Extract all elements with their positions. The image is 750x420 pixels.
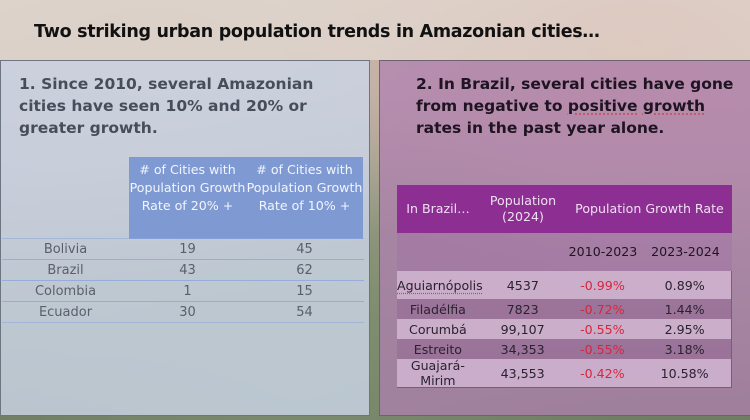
table-row: Ecuador 30 54 xyxy=(2,301,364,323)
city-cell: Guajará-Mirim xyxy=(410,358,465,388)
heading-text: rates in the past year alone. xyxy=(416,119,665,137)
population-cell: 7823 xyxy=(506,301,539,317)
header-population: Population (2024) xyxy=(489,193,557,224)
value-cell: 15 xyxy=(296,283,313,299)
population-cell: 43,553 xyxy=(500,365,545,381)
value-cell: 54 xyxy=(296,304,313,320)
value-cell: 30 xyxy=(179,304,196,320)
table-row: Corumbá 99,107 -0.55% 2.95% xyxy=(397,319,731,339)
value-cell: 43 xyxy=(179,262,196,278)
table-row: Colombia 1 15 xyxy=(2,280,364,302)
city-cell: Aguiarnópolis xyxy=(397,277,483,293)
subheader-2010-2023: 2010-2023 xyxy=(568,244,638,259)
growth-2010-2023-cell: -0.55% xyxy=(580,341,625,357)
growth-table-body: Bolivia 19 45 Brazil 43 62 Colombia 1 15… xyxy=(2,238,364,323)
value-cell: 1 xyxy=(183,283,192,299)
brazil-table: In Brazil… Population (2024) Population … xyxy=(397,185,732,388)
table-row: Estreito 34,353 -0.55% 3.18% xyxy=(397,339,731,359)
brazil-table-subheader: 2010-2023 2023-2024 xyxy=(397,233,732,271)
left-panel-heading: 1. Since 2010, several Amazonian cities … xyxy=(19,75,314,137)
background-photo xyxy=(0,0,750,60)
growth-2023-2024-cell: 10.58% xyxy=(660,365,709,381)
growth-2023-2024-cell: 0.89% xyxy=(664,277,705,293)
table-row: Guajará-Mirim 43,553 -0.42% 10.58% xyxy=(397,358,731,388)
growth-2010-2023-cell: -0.99% xyxy=(580,277,625,293)
value-cell: 19 xyxy=(179,241,196,257)
city-cell: Estreito xyxy=(413,341,462,357)
country-cell: Colombia xyxy=(34,283,97,299)
growth-2023-2024-cell: 3.18% xyxy=(664,341,705,357)
table-row: Aguiarnópolis 4537 -0.99% 0.89% xyxy=(397,271,731,299)
city-cell: Filadélfia xyxy=(409,301,466,317)
heading-text: 2. In Brazil, several cities have gone f… xyxy=(416,75,734,115)
spellcheck-word: positive xyxy=(567,97,638,115)
population-cell: 99,107 xyxy=(500,321,545,337)
growth-2010-2023-cell: -0.72% xyxy=(580,301,625,317)
growth-2010-2023-cell: -0.42% xyxy=(580,365,625,381)
header-10-percent: # of Cities with Population Growth Rate … xyxy=(246,162,363,213)
country-cell: Brazil xyxy=(47,262,84,278)
population-cell: 34,353 xyxy=(500,341,545,357)
country-cell: Ecuador xyxy=(38,304,93,320)
value-cell: 45 xyxy=(296,241,313,257)
country-cell: Bolivia xyxy=(43,241,88,257)
brazil-table-header: In Brazil… Population (2024) Population … xyxy=(397,185,732,233)
growth-2010-2023-cell: -0.55% xyxy=(580,321,625,337)
right-panel: 2. In Brazil, several cities have gone f… xyxy=(379,60,750,416)
city-cell: Corumbá xyxy=(409,321,467,337)
value-cell: 62 xyxy=(296,262,313,278)
right-panel-heading: 2. In Brazil, several cities have gone f… xyxy=(416,73,736,139)
growth-2023-2024-cell: 1.44% xyxy=(664,301,705,317)
left-panel: 1. Since 2010, several Amazonian cities … xyxy=(0,60,370,416)
growth-table-header: # of Cities with Population Growth Rate … xyxy=(129,157,363,239)
subheader-2023-2024: 2023-2024 xyxy=(651,244,720,259)
header-city: In Brazil… xyxy=(406,201,470,216)
table-row: Brazil 43 62 xyxy=(2,259,364,281)
growth-2023-2024-cell: 2.95% xyxy=(664,321,705,337)
slide-title: Two striking urban population trends in … xyxy=(34,22,600,42)
brazil-table-body: Aguiarnópolis 4537 -0.99% 0.89% Filadélf… xyxy=(397,271,732,388)
header-20-percent: # of Cities with Population Growth Rate … xyxy=(129,162,246,213)
spellcheck-word: growth xyxy=(642,97,706,115)
table-row: Filadélfia 7823 -0.72% 1.44% xyxy=(397,299,731,319)
population-cell: 4537 xyxy=(506,277,539,293)
table-row: Bolivia 19 45 xyxy=(2,238,364,260)
header-growth-rate: Population Growth Rate xyxy=(575,201,724,216)
